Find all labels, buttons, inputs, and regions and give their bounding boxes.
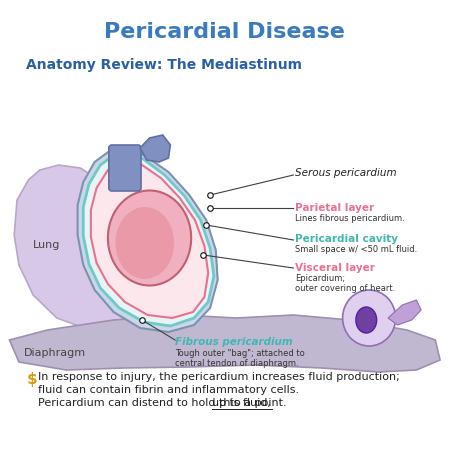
Circle shape xyxy=(343,290,396,346)
Polygon shape xyxy=(388,300,421,325)
Polygon shape xyxy=(78,147,218,332)
Text: Diaphragm: Diaphragm xyxy=(24,348,86,358)
Ellipse shape xyxy=(116,207,174,279)
Text: Pericardial Disease: Pericardial Disease xyxy=(104,22,345,42)
Polygon shape xyxy=(83,151,214,326)
Text: $: $ xyxy=(27,372,37,387)
Text: Parietal layer: Parietal layer xyxy=(295,203,374,213)
Text: Anatomy Review: The Mediastinum: Anatomy Review: The Mediastinum xyxy=(27,58,302,72)
Ellipse shape xyxy=(108,191,191,285)
Text: Lines fibrous pericardium.: Lines fibrous pericardium. xyxy=(295,214,405,223)
Text: Small space w/ <50 mL fluid.: Small space w/ <50 mL fluid. xyxy=(295,245,418,254)
Text: Pericardial cavity: Pericardial cavity xyxy=(295,234,398,244)
Text: fluid can contain fibrin and inflammatory cells.: fluid can contain fibrin and inflammator… xyxy=(38,385,299,395)
Ellipse shape xyxy=(356,307,377,333)
Polygon shape xyxy=(91,156,208,318)
Text: Fibrous pericardium: Fibrous pericardium xyxy=(175,337,293,347)
Text: Epicardium;
outer covering of heart.: Epicardium; outer covering of heart. xyxy=(295,274,395,293)
Polygon shape xyxy=(140,135,170,162)
FancyBboxPatch shape xyxy=(109,145,141,191)
Text: Pericardium can distend to hold this fluid,: Pericardium can distend to hold this flu… xyxy=(38,398,274,408)
Text: up to a point.: up to a point. xyxy=(212,398,287,408)
Polygon shape xyxy=(14,165,142,330)
Text: Tough outer "bag"; attached to
central tendon of diaphragm.: Tough outer "bag"; attached to central t… xyxy=(175,349,305,368)
Text: In response to injury, the pericardium increases fluid production;: In response to injury, the pericardium i… xyxy=(38,372,400,382)
Polygon shape xyxy=(9,315,440,372)
Text: Lung: Lung xyxy=(33,240,61,250)
Text: Serous pericardium: Serous pericardium xyxy=(295,168,397,178)
Text: Visceral layer: Visceral layer xyxy=(295,263,375,273)
